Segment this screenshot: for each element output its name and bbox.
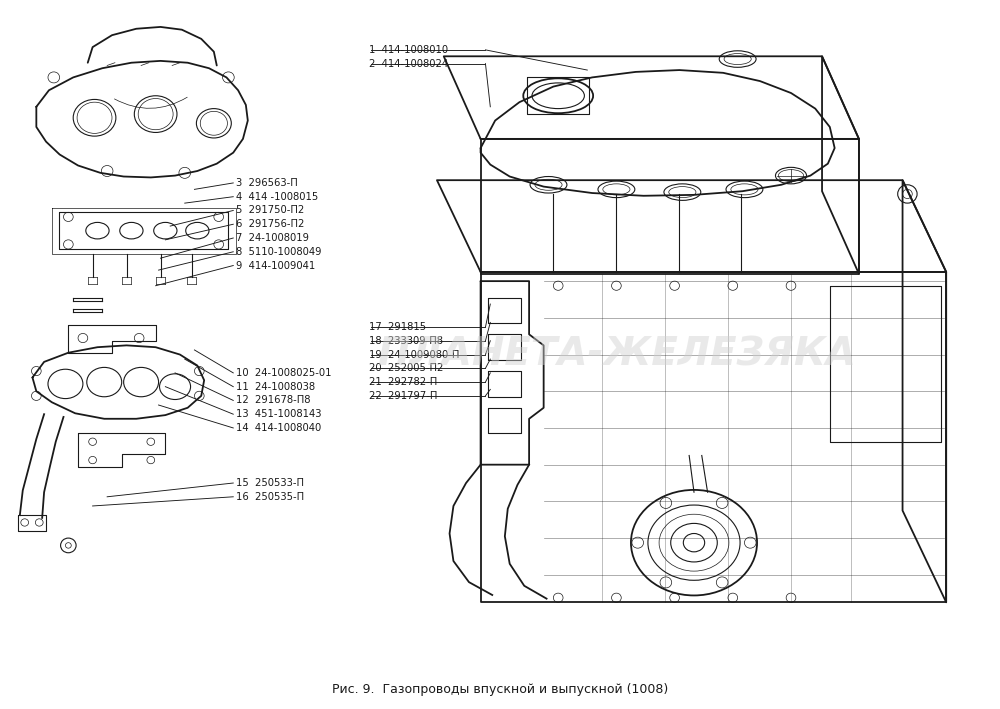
Text: 16  250535-П: 16 250535-П [236,492,304,502]
Text: 22  291797-П: 22 291797-П [369,391,437,401]
Text: 17  291815: 17 291815 [369,322,426,332]
Text: 15  250533-П: 15 250533-П [236,478,304,488]
Text: 2  414-1008024: 2 414-1008024 [369,59,448,69]
Text: 18  233309-П8: 18 233309-П8 [369,336,443,346]
Text: 1  414-1008010: 1 414-1008010 [369,45,448,55]
Text: 14  414-1008040: 14 414-1008040 [236,423,321,433]
Text: 19  24-1009080-П: 19 24-1009080-П [369,350,459,359]
Text: 3  296563-П: 3 296563-П [236,178,298,188]
Text: 9  414-1009041: 9 414-1009041 [236,260,315,271]
Text: 7  24-1008019: 7 24-1008019 [236,233,309,243]
Text: 11  24-1008038: 11 24-1008038 [236,381,315,391]
Text: 4  414 -1008015: 4 414 -1008015 [236,191,318,201]
Text: 6  291756-П2: 6 291756-П2 [236,219,305,229]
Text: Рис. 9.  Газопроводы впускной и выпускной (1008): Рис. 9. Газопроводы впускной и выпускной… [332,683,668,696]
Text: 5  291750-П2: 5 291750-П2 [236,206,304,216]
Text: 8  5110-1008049: 8 5110-1008049 [236,247,322,257]
Text: 10  24-1008025-01: 10 24-1008025-01 [236,368,332,378]
Text: 12  291678-П8: 12 291678-П8 [236,396,311,406]
Text: ПЛАНЕТА-ЖЕЛЕЗЯКА: ПЛАНЕТА-ЖЕЛЕЗЯКА [377,335,856,374]
Text: 13  451-1008143: 13 451-1008143 [236,409,322,419]
Text: 20  252005-П2: 20 252005-П2 [369,363,443,374]
Text: 21  292782-П: 21 292782-П [369,377,437,387]
